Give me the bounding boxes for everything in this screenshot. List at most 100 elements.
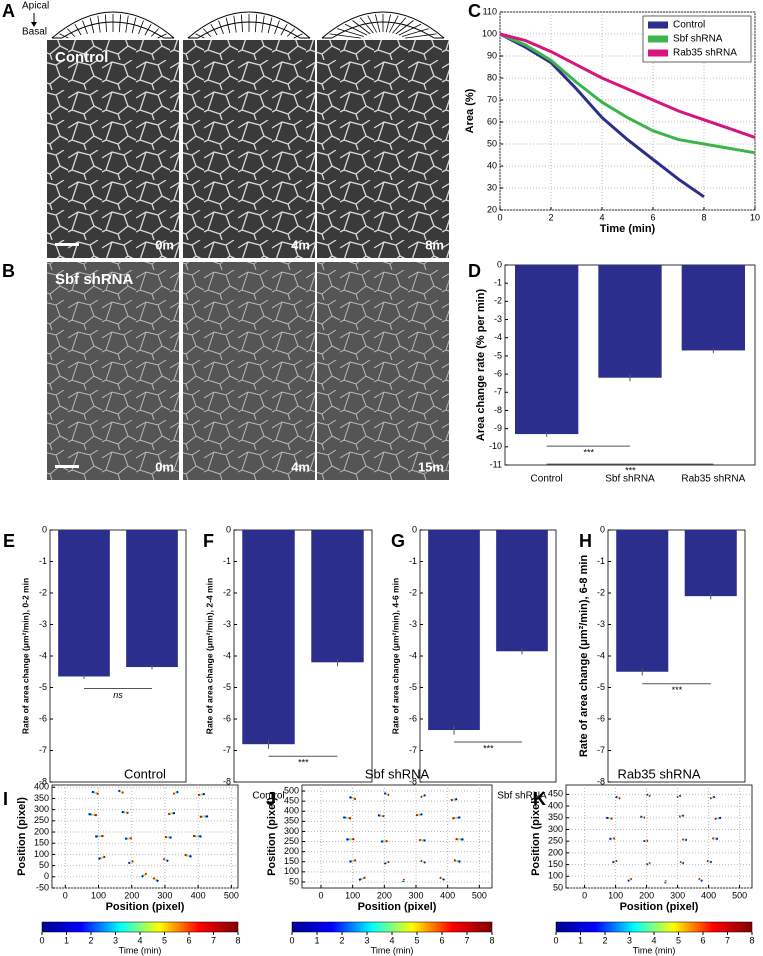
y-tick-label: 100 [482, 28, 497, 38]
x-tick-label: 100 [91, 890, 106, 900]
y-tick-label: -7 [409, 745, 417, 755]
y-tick-label: -8 [409, 776, 417, 786]
y-tick-label: 400 [34, 782, 49, 792]
colorbar-tick-label: 6 [700, 935, 705, 945]
y-tick-label: -3 [223, 619, 231, 629]
track [676, 794, 682, 799]
schematic-cell-wall [374, 14, 381, 33]
panel-label: I [3, 789, 8, 809]
schematic-cell-wall [210, 23, 218, 36]
track [168, 812, 176, 816]
y-tick-label: -4 [597, 650, 605, 660]
schematic-cell-wall [131, 17, 137, 34]
y-axis-label: Rate of area change (μm²/min), 4-6 min [390, 578, 400, 734]
schematic-cell-wall [104, 14, 108, 33]
y-axis-label: Rate of area change (μm²/min), 2-4 min [204, 578, 214, 734]
colorbar [41, 921, 239, 933]
y-axis-label: Position (pixel) [16, 797, 28, 876]
panel-label: A [2, 1, 15, 21]
x-tick-label: 0 [497, 212, 502, 222]
significance-label: *** [583, 447, 594, 457]
y-tick-label: -1 [39, 556, 47, 566]
x-axis-label: Position (pixel) [358, 901, 437, 913]
y-tick-label: -5 [223, 682, 231, 692]
colorbar-tick-label: 1 [578, 935, 583, 945]
y-tick-label: 250 [34, 815, 49, 825]
track [627, 877, 633, 882]
y-tick-label: 100 [548, 871, 563, 881]
track [172, 790, 179, 795]
micrograph [47, 262, 179, 480]
colorbar-label: Time (min) [633, 945, 676, 955]
y-tick-label: 450 [548, 789, 563, 799]
y-tick-label: -2 [494, 296, 502, 306]
schematic-cell-wall [66, 28, 76, 37]
colorbar-tick-label: 2 [339, 935, 344, 945]
bar [598, 265, 662, 378]
schematic-cell-wall [352, 20, 371, 35]
y-tick-label: -1 [494, 278, 502, 288]
x-tick-label: 10 [750, 212, 760, 222]
colorbar-tick-label: 4 [651, 935, 656, 945]
schematic-cell-wall [395, 20, 414, 35]
schematic-cell-wall [286, 28, 296, 37]
track [98, 855, 106, 860]
track [450, 798, 458, 802]
schematic-cell-wall [405, 33, 437, 39]
panel-label: G [391, 531, 405, 551]
panel-label: H [579, 531, 592, 551]
micrograph [183, 40, 315, 258]
colorbar-tick-label: 5 [414, 935, 419, 945]
y-tick-label: -3 [39, 619, 47, 629]
y-tick-label: 50 [487, 138, 497, 148]
y-tick-label: -3 [494, 314, 502, 324]
y-tick-label: 400 [284, 806, 299, 816]
series-line [499, 32, 705, 199]
schematic-outer [51, 11, 175, 39]
bar [428, 530, 480, 731]
micrograph [47, 40, 179, 258]
y-tick-label: -3 [597, 619, 605, 629]
schematic-cell-wall [225, 17, 231, 34]
schematic-cell-wall [82, 20, 88, 35]
track [383, 792, 390, 797]
y-tick-label: 150 [284, 856, 299, 866]
schematic-cell-wall [280, 23, 288, 36]
track [377, 814, 385, 818]
colorbar-label: Time (min) [119, 945, 162, 955]
y-tick-label: -4 [494, 332, 502, 342]
schematic-cell-wall [392, 17, 407, 34]
schematic-cell-wall [150, 28, 160, 37]
condition-label: Sbf shRNA [55, 271, 134, 288]
y-tick-label: 110 [483, 6, 497, 16]
schematic-outer [321, 11, 445, 39]
schematic-cell-wall [344, 23, 368, 36]
track [714, 816, 722, 820]
x-tick-label: Sbf shRNA [605, 474, 655, 485]
y-tick-label: -8 [597, 776, 605, 786]
schematic-cell-wall [274, 20, 280, 35]
colorbar-tick-label: 7 [464, 935, 469, 945]
schematic-cell-wall [97, 15, 101, 33]
time-label: 15m [418, 459, 444, 474]
x-tick-label: Sbf shRNA [497, 791, 547, 802]
track [358, 876, 366, 881]
schematic-cell-wall [389, 15, 399, 33]
track [664, 880, 667, 884]
y-tick-label: 90 [487, 50, 497, 60]
y-tick-label: -1 [597, 556, 605, 566]
y-tick-label: -6 [597, 713, 605, 723]
y-tick-label: 300 [34, 804, 49, 814]
track [419, 838, 426, 842]
colorbar-tick-label: 6 [439, 935, 444, 945]
schematic-cell-wall [402, 28, 429, 37]
schematic-cell-wall [118, 14, 122, 33]
time-label: 0m [155, 459, 174, 474]
panel-label: E [3, 531, 15, 551]
micrograph [317, 40, 449, 258]
track [349, 859, 357, 863]
x-tick-label: 8 [701, 212, 706, 222]
plot-frame [51, 784, 239, 889]
